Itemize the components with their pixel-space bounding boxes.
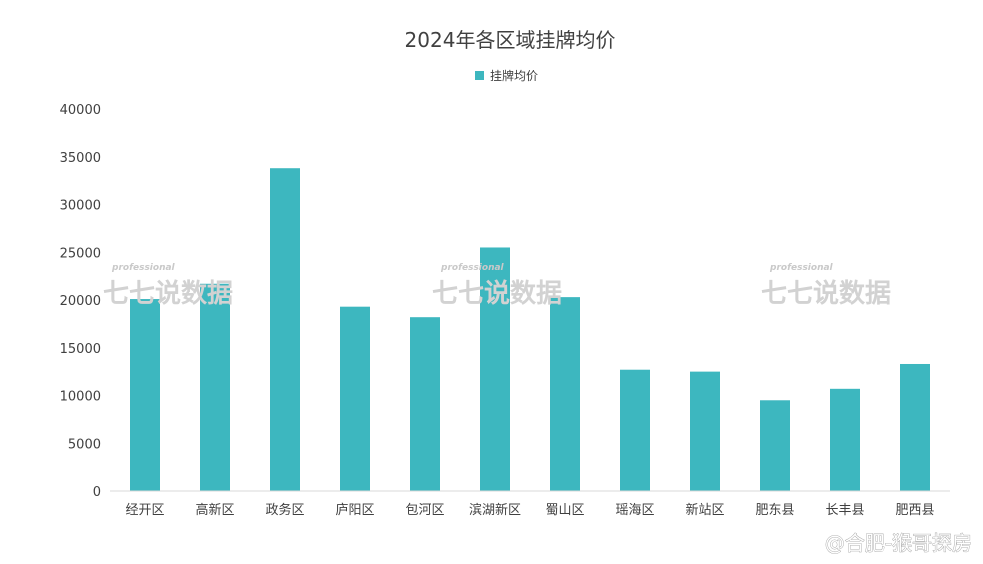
bar <box>550 297 580 491</box>
y-tick-label: 20000 <box>60 294 101 309</box>
x-tick-label: 瑶海区 <box>615 503 654 518</box>
watermark-big-text: 七七说数据 <box>761 279 891 309</box>
x-tick-label: 高新区 <box>195 502 234 518</box>
x-tick-label: 新站区 <box>685 502 724 518</box>
bar <box>130 299 160 491</box>
bar-series <box>130 168 930 491</box>
y-tick-label: 10000 <box>60 390 101 405</box>
watermark-3: professional 七七说数据 <box>761 263 891 309</box>
watermark-2: professional 七七说数据 <box>432 263 562 309</box>
bar <box>340 306 370 491</box>
legend-label: 挂牌均价 <box>490 69 538 83</box>
bar <box>480 247 510 491</box>
watermark-small-text: professional <box>111 263 176 273</box>
bar <box>410 317 440 491</box>
bar <box>900 363 930 491</box>
y-tick-label: 40000 <box>60 103 101 118</box>
x-tick-label: 长丰县 <box>825 503 864 518</box>
legend-swatch <box>475 71 484 80</box>
x-tick-label: 政务区 <box>265 502 304 518</box>
bar <box>830 388 860 491</box>
legend: 挂牌均价 <box>475 69 538 83</box>
bar <box>200 283 230 491</box>
x-tick-label: 包河区 <box>405 503 444 518</box>
x-tick-label: 经开区 <box>125 503 164 518</box>
watermark-big-text: 七七说数据 <box>432 279 562 309</box>
chart-title: 2024年各区域挂牌均价 <box>405 28 616 52</box>
watermark-small-text: professional <box>769 263 834 273</box>
bar <box>690 371 720 491</box>
x-tick-label: 肥西县 <box>895 503 934 518</box>
watermark-1: professional 七七说数据 <box>103 263 233 309</box>
bar <box>270 168 300 491</box>
watermark-small-text: professional <box>440 263 505 273</box>
y-tick-label: 0 <box>93 485 101 500</box>
x-tick-label: 滨湖新区 <box>469 502 521 518</box>
x-tick-label: 庐阳区 <box>335 503 374 518</box>
bar <box>620 369 650 491</box>
x-tick-label: 蜀山区 <box>545 503 584 518</box>
bar <box>760 400 790 491</box>
y-tick-label: 5000 <box>68 437 101 452</box>
y-axis: 0 5000 10000 15000 20000 25000 30000 35000 40000 <box>60 103 101 500</box>
credit-text: @合肥-猴哥探房 <box>825 531 972 555</box>
y-tick-label: 15000 <box>60 342 101 357</box>
y-tick-label: 25000 <box>60 246 101 261</box>
y-tick-label: 35000 <box>60 151 101 166</box>
x-tick-label: 肥东县 <box>755 503 794 518</box>
watermark-big-text: 七七说数据 <box>103 279 233 309</box>
x-axis: 经开区 高新区 政务区 庐阳区 包河区 滨湖新区 蜀山区 瑶海区 新站区 肥东县 长丰县 肥西县 <box>125 502 934 518</box>
y-tick-label: 30000 <box>60 199 101 214</box>
